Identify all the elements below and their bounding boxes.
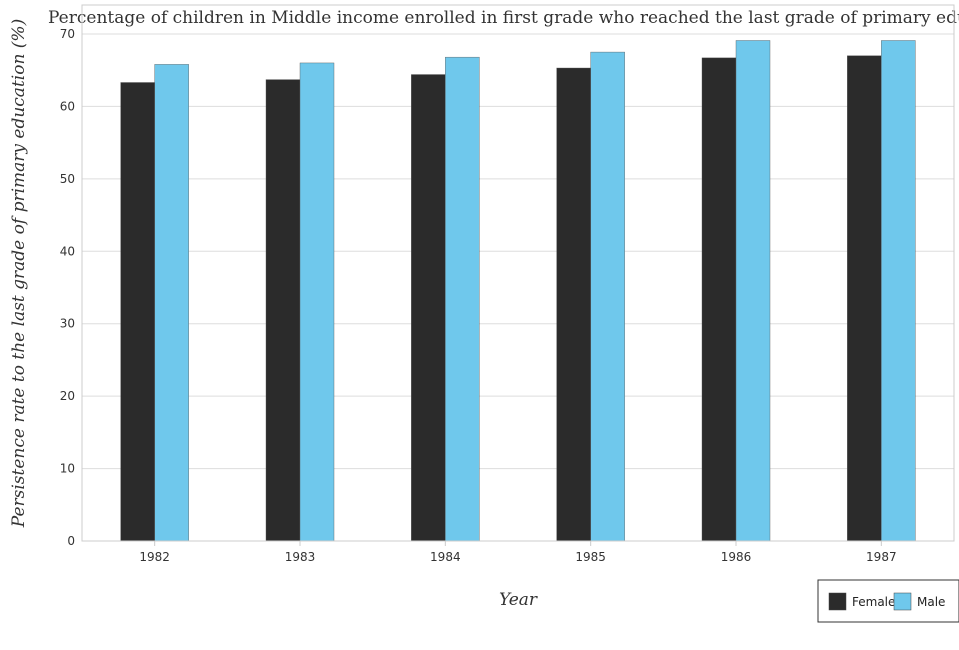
bar-male-1985 <box>590 51 625 542</box>
bar-female-1985 <box>556 67 591 542</box>
bar-female-1986 <box>701 57 737 542</box>
bars <box>120 40 916 542</box>
tick-labels: 0 10 20 30 40 50 60 70 1982 1983 1984 1985 1986 1987 <box>60 27 897 564</box>
bar-male-1982 <box>154 64 189 542</box>
plot-frame <box>81 4 955 542</box>
legend-swatch-female <box>828 592 847 611</box>
x-tick-label: 1982 <box>139 550 170 564</box>
bar-female-1984 <box>411 74 446 542</box>
y-tick-label: 60 <box>60 99 75 113</box>
x-axis-label: Year <box>499 590 538 610</box>
bar-male-1987 <box>881 40 916 542</box>
x-tick-label: 1983 <box>285 550 316 564</box>
legend: Female Male <box>817 579 959 623</box>
y-tick-label: 0 <box>67 534 75 548</box>
y-tick-label: 50 <box>60 172 75 186</box>
bar-female-1987 <box>847 55 882 542</box>
bar-female-1982 <box>120 82 155 542</box>
bar-female-1983 <box>265 79 301 542</box>
bar-male-1984 <box>445 56 480 542</box>
x-tick-label: 1987 <box>866 550 897 564</box>
y-tick-label: 20 <box>60 389 75 403</box>
legend-label-male: Male <box>917 595 945 609</box>
x-tick-label: 1984 <box>430 550 461 564</box>
legend-label-female: Female <box>852 595 895 609</box>
chart-title: Percentage of children in Middle income … <box>48 8 959 28</box>
bar-male-1983 <box>299 62 335 542</box>
legend-swatch-male <box>893 592 912 611</box>
y-axis-label: Persistence rate to the last grade of pr… <box>9 19 29 528</box>
bar-male-1986 <box>735 40 771 542</box>
x-tick-label: 1986 <box>721 550 752 564</box>
y-tick-label: 10 <box>60 462 75 476</box>
y-tick-label: 30 <box>60 317 75 331</box>
y-tick-label: 70 <box>60 27 75 41</box>
x-tick-label: 1985 <box>575 550 606 564</box>
y-tick-label: 40 <box>60 244 75 258</box>
